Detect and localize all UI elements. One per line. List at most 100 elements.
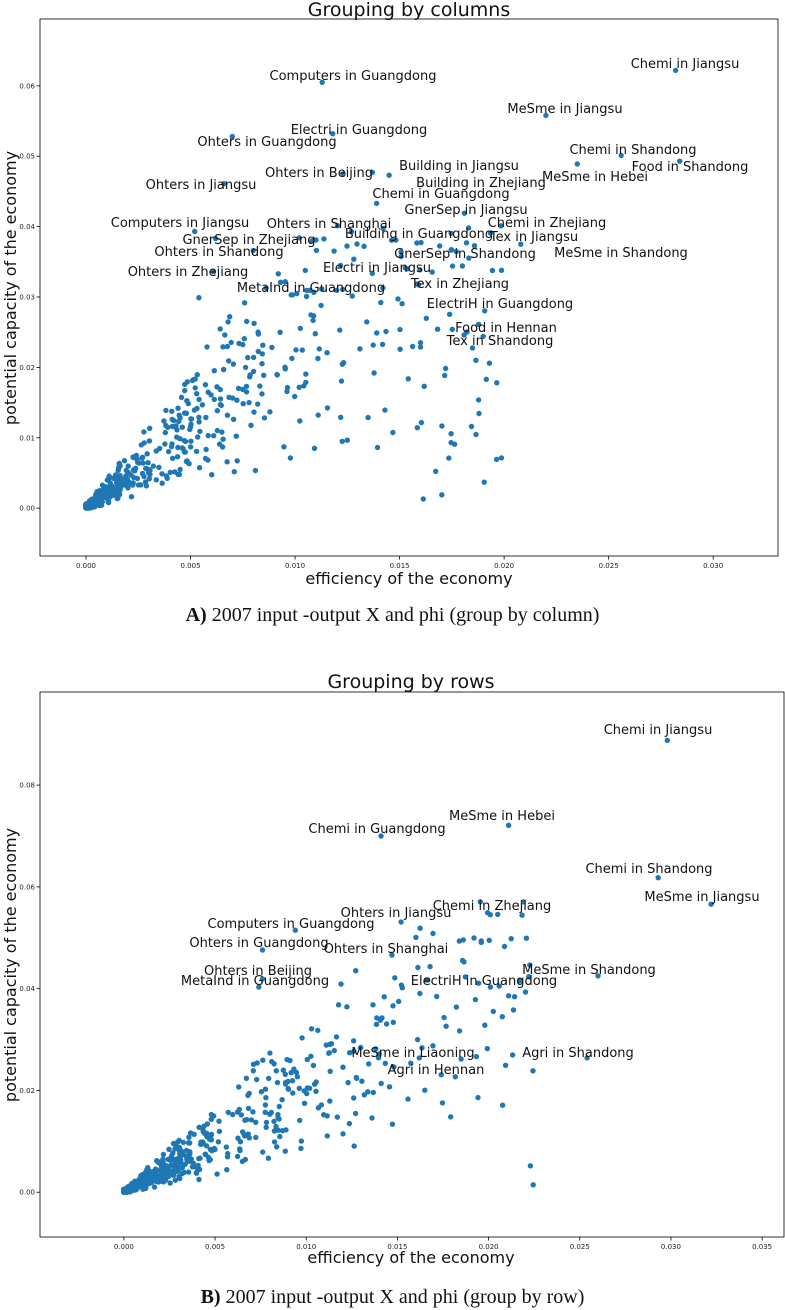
data-point bbox=[217, 386, 223, 393]
data-point bbox=[221, 181, 227, 187]
data-point bbox=[181, 437, 187, 444]
annotation-label: Building in Guangdong bbox=[345, 227, 493, 242]
data-point bbox=[259, 351, 265, 357]
data-point bbox=[398, 253, 404, 260]
data-point bbox=[346, 1120, 353, 1127]
data-point bbox=[344, 1004, 350, 1010]
annotation-label: Ohters in Beijing bbox=[265, 166, 373, 181]
data-point bbox=[176, 1157, 182, 1164]
annotation-label: Agri in Shandong bbox=[522, 1046, 634, 1061]
data-point bbox=[162, 429, 168, 436]
data-point bbox=[241, 336, 247, 342]
data-point bbox=[460, 937, 466, 943]
annotation-label: Building in Zhejiang bbox=[416, 176, 546, 191]
data-point bbox=[153, 477, 159, 483]
scatter-points bbox=[121, 737, 714, 1195]
data-point bbox=[266, 1075, 272, 1082]
data-point bbox=[487, 230, 494, 236]
data-point bbox=[214, 1171, 220, 1177]
data-point bbox=[315, 1105, 322, 1111]
data-point bbox=[184, 398, 190, 404]
data-point bbox=[253, 1119, 259, 1125]
scatter-chart-columns: Grouping by columns efficiency of the ec… bbox=[1, 0, 779, 588]
data-point bbox=[618, 152, 624, 159]
plot-frame bbox=[39, 18, 779, 557]
annotation-label: Chemi in Shandong bbox=[585, 862, 712, 877]
data-point bbox=[380, 225, 386, 232]
data-point bbox=[158, 1164, 165, 1170]
data-point bbox=[159, 471, 165, 477]
data-point bbox=[251, 409, 257, 415]
data-point bbox=[338, 378, 345, 384]
data-point bbox=[391, 1064, 397, 1070]
data-point bbox=[419, 1045, 425, 1051]
data-point bbox=[250, 354, 257, 361]
data-point bbox=[274, 1144, 280, 1150]
x-tick-label: 0.030 bbox=[661, 1243, 681, 1251]
data-point bbox=[224, 412, 231, 418]
data-point bbox=[574, 161, 580, 167]
data-point bbox=[203, 1143, 210, 1149]
data-point bbox=[397, 346, 403, 352]
data-point bbox=[334, 223, 341, 229]
data-point bbox=[353, 968, 359, 974]
data-point bbox=[468, 423, 475, 430]
data-point bbox=[242, 1117, 248, 1123]
data-point bbox=[271, 1139, 278, 1145]
data-point bbox=[383, 328, 389, 335]
data-point bbox=[224, 343, 231, 350]
data-point bbox=[358, 1044, 364, 1051]
data-point bbox=[297, 418, 303, 424]
data-point bbox=[138, 442, 144, 448]
data-point bbox=[212, 235, 219, 242]
data-point bbox=[282, 279, 288, 285]
annotation-label: Chemi in Zhejiang bbox=[488, 216, 607, 231]
data-point bbox=[324, 1133, 330, 1139]
data-point bbox=[89, 500, 95, 507]
data-point bbox=[149, 1172, 155, 1179]
data-point bbox=[505, 822, 512, 828]
data-point bbox=[487, 984, 494, 990]
data-point bbox=[463, 240, 470, 246]
data-point bbox=[378, 299, 384, 306]
data-point bbox=[476, 321, 482, 328]
data-point bbox=[285, 1085, 291, 1092]
data-point bbox=[371, 370, 377, 376]
data-point bbox=[337, 262, 344, 269]
data-point bbox=[494, 380, 500, 386]
data-point bbox=[308, 1026, 315, 1032]
data-point bbox=[397, 326, 403, 333]
data-point bbox=[171, 417, 177, 424]
data-point bbox=[427, 963, 433, 970]
annotation-label: MeSme in Liaoning bbox=[351, 1046, 474, 1061]
data-point bbox=[262, 1109, 268, 1115]
data-point bbox=[177, 1175, 183, 1182]
data-point bbox=[361, 1092, 367, 1098]
data-point bbox=[304, 1090, 310, 1097]
data-point bbox=[374, 330, 380, 336]
chart-title: Grouping by rows bbox=[327, 671, 494, 693]
data-point bbox=[248, 422, 254, 428]
data-point bbox=[477, 899, 483, 905]
data-point bbox=[198, 1139, 204, 1145]
data-point bbox=[383, 1021, 390, 1027]
data-point bbox=[469, 345, 476, 351]
data-point bbox=[158, 1169, 164, 1175]
data-point bbox=[334, 1114, 340, 1120]
data-point bbox=[315, 355, 321, 362]
data-point bbox=[221, 366, 227, 373]
data-point bbox=[434, 326, 441, 332]
data-point bbox=[196, 465, 203, 471]
data-point bbox=[345, 1079, 351, 1086]
data-point bbox=[187, 1140, 193, 1146]
data-point bbox=[405, 1096, 411, 1102]
x-tick-label: 0.000 bbox=[114, 1243, 134, 1251]
data-point bbox=[526, 974, 532, 980]
data-point bbox=[517, 978, 523, 984]
data-point bbox=[480, 333, 486, 340]
data-point bbox=[380, 285, 386, 291]
data-point bbox=[486, 937, 492, 943]
data-point bbox=[354, 241, 360, 247]
data-point bbox=[271, 1061, 277, 1067]
data-point bbox=[217, 401, 224, 408]
